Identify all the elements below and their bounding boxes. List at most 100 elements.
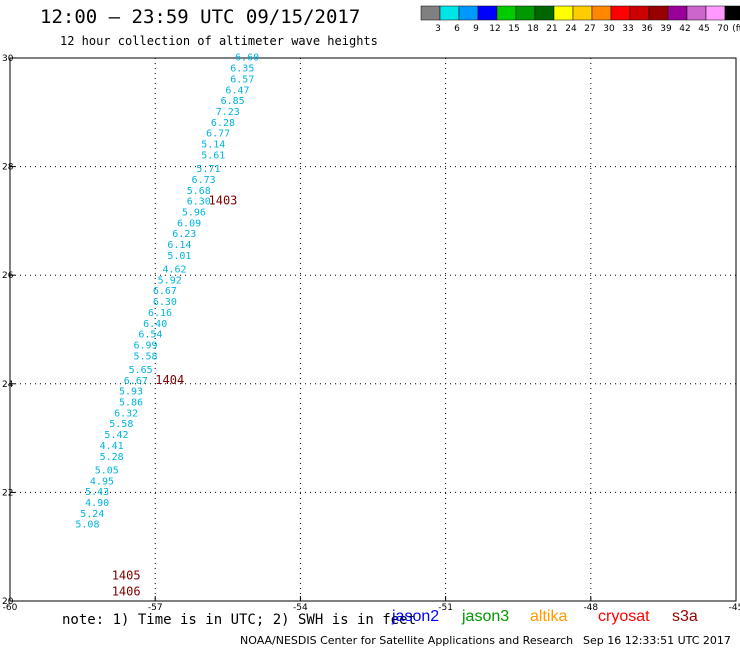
- wave-height-value: 5.58: [109, 419, 133, 430]
- plot-frame: [9, 57, 737, 602]
- wave-height-value: 6.67: [124, 376, 148, 387]
- wave-height-value: 6.32: [114, 408, 138, 419]
- x-tick-label: -60: [3, 603, 18, 613]
- pass-time-label: 1404: [155, 373, 184, 387]
- scale-swatch: [648, 5, 669, 21]
- wave-height-value: 6.28: [211, 118, 235, 129]
- legend-jason2: jason2: [392, 608, 440, 625]
- wave-height-value: 5.68: [187, 186, 211, 197]
- scale-swatch: [534, 5, 555, 21]
- scale-label: 39: [660, 24, 672, 34]
- scale-swatch: [591, 5, 612, 21]
- scale-swatch: [458, 5, 479, 21]
- wave-height-value: 5.42: [104, 430, 128, 441]
- wave-height-value: 5.01: [167, 251, 191, 262]
- legend-s3a: s3a: [672, 608, 698, 625]
- wave-height-value: 4.41: [100, 441, 124, 452]
- wave-height-value: 5.08: [75, 520, 99, 531]
- scale-swatch: [477, 5, 498, 21]
- wave-height-value: 6.67: [153, 286, 177, 297]
- wave-height-value: 6.47: [225, 85, 249, 96]
- wave-height-value: 6.14: [167, 240, 191, 251]
- scale-swatch: [686, 5, 707, 21]
- scale-swatch: [420, 5, 441, 21]
- scale-label: 18: [527, 24, 539, 34]
- scale-swatch: [629, 5, 650, 21]
- pass-time-label: 1406: [112, 585, 141, 599]
- scale-swatch: [610, 5, 631, 21]
- y-tick-label: 20: [2, 597, 14, 607]
- wave-height-value: 5.43: [85, 487, 109, 498]
- wave-height-value: 6.54: [138, 330, 162, 341]
- scale-swatch: [515, 5, 536, 21]
- x-tick-label: -54: [293, 603, 308, 613]
- scale-label: 3: [435, 24, 441, 34]
- legend-altika: altika: [530, 608, 568, 625]
- wave-height-value: 6.85: [221, 96, 245, 107]
- wave-height-value: 6.23: [172, 229, 196, 240]
- wave-height-value: 5.61: [201, 150, 225, 161]
- scale-swatch: [724, 5, 740, 21]
- wave-height-value: 5.93: [119, 387, 143, 398]
- y-tick-label: 30: [2, 54, 14, 64]
- scale-label: (ft): [732, 24, 740, 34]
- scale-swatch: [496, 5, 517, 21]
- scale-label: 21: [546, 24, 557, 34]
- wave-height-value: 5.92: [158, 275, 182, 286]
- wave-height-value: 4.90: [85, 498, 109, 509]
- pass-time-label: 1403: [209, 194, 238, 208]
- scale-swatch: [705, 5, 726, 21]
- wave-height-value: 5.24: [80, 509, 104, 520]
- wave-height-value: 6.60: [235, 53, 259, 64]
- scale-label: 24: [565, 24, 577, 34]
- wave-height-value: 6.09: [177, 218, 201, 229]
- wave-height-value: 6.30: [187, 197, 211, 208]
- timestamp-line: Sep 16 12:33:51 UTC 2017: [583, 634, 731, 647]
- wave-height-value: 4.62: [163, 264, 187, 275]
- wave-height-value: 6.73: [192, 175, 216, 186]
- wave-height-value: 5.14: [201, 140, 225, 151]
- x-tick-label: -48: [583, 603, 598, 613]
- wave-height-value: 6.16: [148, 308, 172, 319]
- scale-swatch: [439, 5, 460, 21]
- wave-height-value: 6.99: [133, 341, 157, 352]
- y-tick-label: 24: [2, 380, 14, 390]
- scale-label: 30: [603, 24, 615, 34]
- wave-height-value: 5.96: [182, 207, 206, 218]
- credit-line: NOAA/NESDIS Center for Satellite Applica…: [240, 634, 574, 647]
- scale-label: 45: [698, 24, 709, 34]
- y-tick-label: 22: [2, 488, 13, 498]
- scale-label: 33: [622, 24, 633, 34]
- scale-label: 6: [454, 24, 460, 34]
- y-tick-label: 26: [2, 271, 14, 281]
- y-tick-label: 28: [2, 163, 14, 173]
- x-tick-label: -45: [729, 603, 740, 613]
- wave-height-value: 5.58: [133, 351, 157, 362]
- scale-swatch: [572, 5, 593, 21]
- wave-height-value: 6.40: [143, 319, 167, 330]
- page-subtitle: 12 hour collection of altimeter wave hei…: [60, 34, 378, 48]
- wave-height-value: 6.35: [230, 64, 254, 75]
- footer-note: note: 1) Time is in UTC; 2) SWH is in fe…: [62, 612, 417, 628]
- scale-label: 42: [679, 24, 690, 34]
- wave-height-value: 5.71: [196, 164, 220, 175]
- scale-label: 36: [641, 24, 653, 34]
- scale-label: 27: [584, 24, 595, 34]
- wave-height-value: 6.57: [230, 74, 254, 85]
- scale-swatch: [667, 5, 688, 21]
- page-title: 12:00 – 23:59 UTC 09/15/2017: [40, 6, 361, 28]
- pass-time-label: 1405: [112, 568, 141, 582]
- wave-height-value: 7.23: [216, 107, 240, 118]
- wave-height-value: 4.95: [90, 476, 114, 487]
- wave-height-value: 5.28: [100, 452, 124, 463]
- legend-jason3: jason3: [462, 608, 510, 625]
- legend-cryosat: cryosat: [598, 608, 650, 625]
- wave-height-value: 6.30: [153, 297, 177, 308]
- wave-height-value: 5.65: [129, 365, 153, 376]
- scale-label: 12: [489, 24, 500, 34]
- wave-height-value: 6.77: [206, 129, 230, 140]
- wave-height-value: 5.05: [95, 465, 119, 476]
- x-tick-label: -57: [148, 603, 163, 613]
- scale-label: 9: [473, 24, 479, 34]
